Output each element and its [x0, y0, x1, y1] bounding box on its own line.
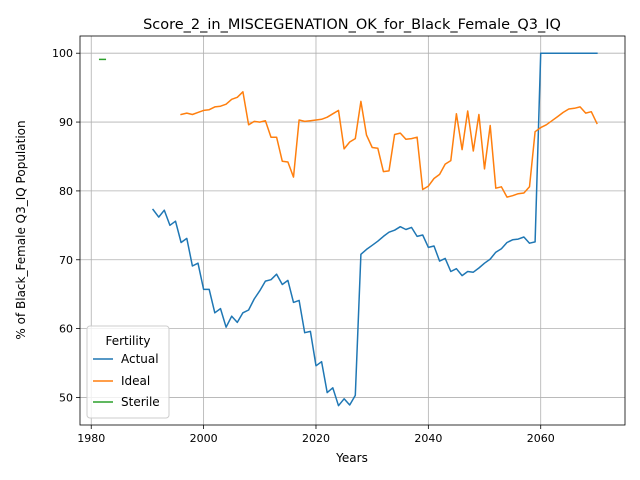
x-tick-label: 2060 [527, 432, 555, 445]
x-tick-label: 2040 [414, 432, 442, 445]
legend-label-sterile: Sterile [121, 395, 160, 409]
y-tick-label: 60 [59, 323, 73, 336]
legend-box [86, 325, 170, 419]
series-lines [98, 52, 598, 407]
grid [80, 36, 625, 425]
chart-title: Score_2_in_MISCEGENATION_OK_for_Black_Fe… [143, 17, 561, 33]
x-tick-label: 2020 [302, 432, 330, 445]
plot-frame [79, 35, 626, 426]
series-line-ideal [180, 91, 598, 198]
y-tick-label: 80 [59, 185, 73, 198]
series-line-actual [151, 52, 598, 407]
y-axis-ticks: 50 60 70 80 90 100 [52, 47, 80, 404]
legend: Fertility Actual Ideal Sterile [86, 325, 170, 419]
x-tick-label: 1980 [77, 432, 105, 445]
x-axis-ticks: 1980 2000 2020 2040 2060 [77, 425, 555, 445]
y-tick-label: 100 [52, 47, 73, 60]
y-tick-label: 90 [59, 116, 73, 129]
x-axis-label: Years [335, 451, 368, 465]
y-axis-label: % of Black_Female Q3_IQ Population [14, 120, 28, 339]
legend-label-actual: Actual [121, 352, 159, 366]
y-tick-label: 50 [59, 391, 73, 404]
y-tick-label: 70 [59, 254, 73, 267]
legend-title: Fertility [105, 334, 150, 348]
legend-label-ideal: Ideal [121, 374, 150, 388]
x-tick-label: 2000 [190, 432, 218, 445]
